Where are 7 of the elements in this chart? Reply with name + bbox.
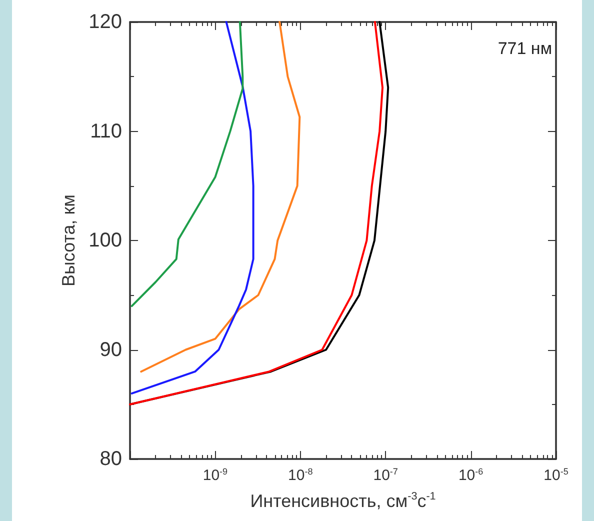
y-tick-label: 80 (100, 448, 122, 470)
annotation: 771 нм (498, 39, 552, 58)
y-axis-title: Высота, км (58, 194, 79, 287)
y-tick-label: 120 (88, 11, 122, 33)
y-tick-label: 110 (90, 120, 122, 142)
y-tick-label: 100 (88, 230, 122, 252)
y-tick-label: 90 (100, 338, 122, 361)
